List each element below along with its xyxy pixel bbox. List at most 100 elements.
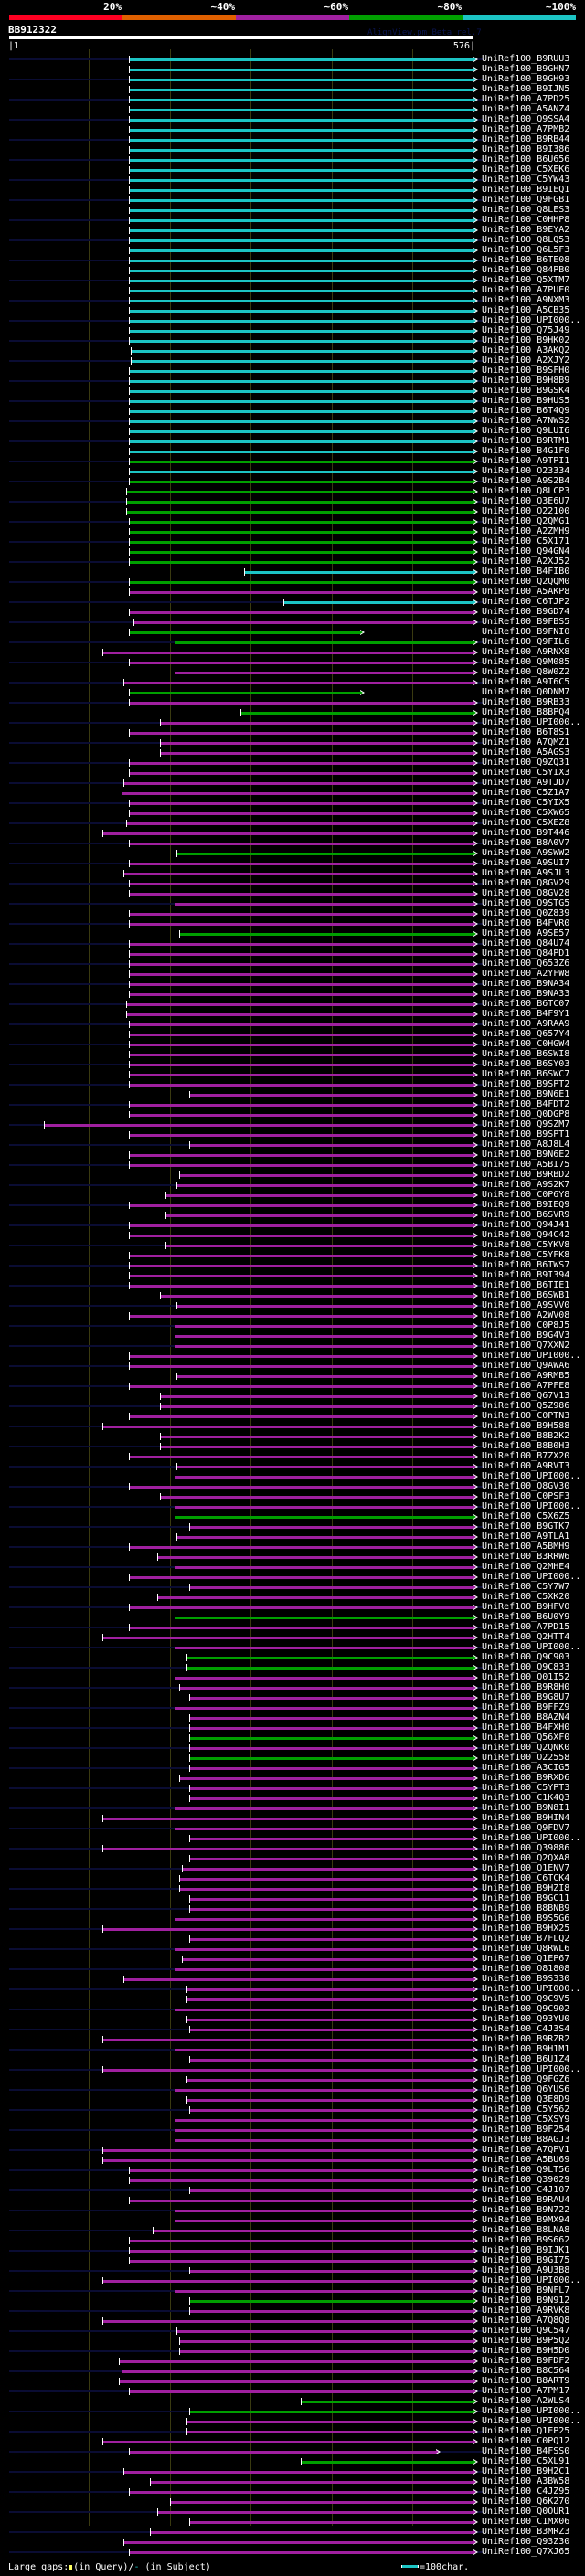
hit-row[interactable]: UniRef100_C1MX06	[0, 2517, 585, 2528]
hit-row[interactable]: UniRef100_B9R8H0	[0, 1682, 585, 1693]
alignment-bar[interactable]	[128, 1114, 473, 1117]
alignment-bar[interactable]	[101, 2280, 473, 2283]
hit-row[interactable]: UniRef100_B3MRZ3	[0, 2527, 585, 2538]
alignment-bar[interactable]	[176, 1375, 473, 1378]
hit-label[interactable]: UniRef100_C5XSY9	[482, 2115, 570, 2125]
hit-label[interactable]: UniRef100_A7QMZ1	[482, 737, 570, 747]
hit-row[interactable]: UniRef100_Q3E8D9	[0, 2094, 585, 2105]
alignment-bar[interactable]	[283, 601, 473, 604]
hit-label[interactable]: UniRef100_B6SVR9	[482, 1210, 570, 1220]
alignment-bar[interactable]	[169, 2501, 473, 2504]
alignment-bar[interactable]	[189, 1747, 473, 1750]
hit-row[interactable]: UniRef100_A9RNX8	[0, 647, 585, 658]
hit-row[interactable]: UniRef100_A9RAA9	[0, 1019, 585, 1030]
hit-label[interactable]: UniRef100_A9RMB5	[482, 1371, 570, 1381]
hit-row[interactable]: UniRef100_A7PD25	[0, 94, 585, 105]
hit-row[interactable]: UniRef100_A5ANZ4	[0, 104, 585, 115]
hit-row[interactable]: UniRef100_Q67V13	[0, 1391, 585, 1402]
hit-label[interactable]: UniRef100_A7PMB2	[482, 124, 570, 134]
hit-label[interactable]: UniRef100_C4J107	[482, 2185, 570, 2195]
alignment-bar[interactable]	[128, 1265, 473, 1267]
hit-row[interactable]: UniRef100_B8A0V7	[0, 838, 585, 849]
hit-label[interactable]: UniRef100_B9R8H0	[482, 1682, 570, 1692]
hit-label[interactable]: UniRef100_O23334	[482, 466, 570, 476]
hit-row[interactable]: UniRef100_B9I386	[0, 144, 585, 155]
hit-row[interactable]: UniRef100_A2WV08	[0, 1310, 585, 1321]
hit-label[interactable]: UniRef100_O22558	[482, 1753, 570, 1763]
hit-label[interactable]: UniRef100_C5XEK6	[482, 164, 570, 175]
hit-row[interactable]: UniRef100_Q9FDV7	[0, 1823, 585, 1834]
alignment-bar[interactable]	[128, 1224, 473, 1227]
hit-label[interactable]: UniRef100_A7PUE0	[482, 285, 570, 295]
hit-label[interactable]: UniRef100_UPI000..	[482, 1833, 581, 1843]
hit-row[interactable]: UniRef100_C5YKV8	[0, 1240, 585, 1251]
hit-row[interactable]: UniRef100_C0HGW4	[0, 1039, 585, 1050]
alignment-bar[interactable]	[189, 1858, 473, 1860]
hit-label[interactable]: UniRef100_Q94C42	[482, 1230, 570, 1240]
alignment-bar[interactable]	[128, 129, 473, 132]
hit-row[interactable]: UniRef100_C5XSY9	[0, 2115, 585, 2125]
alignment-bar[interactable]	[300, 2401, 473, 2403]
hit-row[interactable]: UniRef100_B4FSS0	[0, 2446, 585, 2457]
hit-row[interactable]: UniRef100_A9S2K7	[0, 1180, 585, 1191]
hit-label[interactable]: UniRef100_B9N6E1	[482, 1089, 570, 1099]
hit-label[interactable]: UniRef100_Q67V13	[482, 1391, 570, 1401]
hit-row[interactable]: UniRef100_B9MX94	[0, 2215, 585, 2226]
alignment-bar[interactable]	[175, 672, 473, 674]
hit-row[interactable]: UniRef100_B9HFV0	[0, 1602, 585, 1613]
alignment-bar[interactable]	[153, 2230, 473, 2232]
hit-label[interactable]: UniRef100_B6SWB1	[482, 1290, 570, 1300]
hit-label[interactable]: UniRef100_Q9FDV7	[482, 1823, 570, 1833]
hit-label[interactable]: UniRef100_B9GTK7	[482, 1521, 570, 1532]
alignment-bar[interactable]	[179, 1687, 473, 1690]
alignment-bar[interactable]	[101, 832, 473, 835]
alignment-bar[interactable]	[128, 481, 473, 483]
alignment-bar[interactable]	[128, 772, 473, 775]
hit-row[interactable]: UniRef100_A7PUE0	[0, 285, 585, 296]
hit-label[interactable]: UniRef100_Q94GN4	[482, 546, 570, 557]
hit-row[interactable]: UniRef100_B8AZN4	[0, 1712, 585, 1723]
hit-row[interactable]: UniRef100_A7PM17	[0, 2386, 585, 2397]
alignment-bar[interactable]	[189, 1938, 473, 1941]
hit-label[interactable]: UniRef100_Q9SZM7	[482, 1119, 570, 1129]
hit-row[interactable]: UniRef100_UPI000..	[0, 1572, 585, 1583]
alignment-bar[interactable]	[175, 2139, 473, 2142]
hit-row[interactable]: UniRef100_C0P8J5	[0, 1320, 585, 1331]
alignment-bar[interactable]	[128, 692, 361, 694]
hit-label[interactable]: UniRef100_B9RZR2	[482, 2034, 570, 2044]
alignment-bar[interactable]	[128, 139, 473, 142]
alignment-bar[interactable]	[128, 531, 473, 534]
hit-row[interactable]: UniRef100_A5CB35	[0, 305, 585, 316]
hit-row[interactable]: UniRef100_B9IJN5	[0, 84, 585, 95]
alignment-bar[interactable]	[128, 2179, 473, 2182]
hit-label[interactable]: UniRef100_B9P5Q2	[482, 2336, 570, 2346]
alignment-bar[interactable]	[128, 1627, 473, 1629]
hit-row[interactable]: UniRef100_Q1EP67	[0, 1954, 585, 1965]
hit-row[interactable]: UniRef100_C0P6Y8	[0, 1190, 585, 1201]
hit-row[interactable]: UniRef100_C5XW65	[0, 808, 585, 819]
hit-row[interactable]: UniRef100_Q8LES3	[0, 205, 585, 216]
hit-label[interactable]: UniRef100_Q8LQ53	[482, 235, 570, 245]
hit-label[interactable]: UniRef100_C5X171	[482, 536, 570, 546]
hit-row[interactable]: UniRef100_A5BMH9	[0, 1542, 585, 1553]
hit-label[interactable]: UniRef100_B4F9Y1	[482, 1009, 570, 1019]
alignment-bar[interactable]	[128, 330, 473, 333]
hit-label[interactable]: UniRef100_B6TC07	[482, 999, 570, 1009]
alignment-bar[interactable]	[186, 1657, 473, 1659]
hit-label[interactable]: UniRef100_B4FIB0	[482, 567, 570, 577]
hit-label[interactable]: UniRef100_B9RTM1	[482, 436, 570, 446]
hit-row[interactable]: UniRef100_B9SPT1	[0, 1129, 585, 1140]
alignment-bar[interactable]	[123, 2541, 473, 2544]
hit-row[interactable]: UniRef100_B9HX25	[0, 1924, 585, 1935]
hit-row[interactable]: UniRef100_B8BNB9	[0, 1903, 585, 1914]
hit-row[interactable]: UniRef100_B9FDF2	[0, 2356, 585, 2367]
alignment-bar[interactable]	[176, 1466, 473, 1468]
alignment-bar[interactable]	[128, 380, 473, 383]
hit-row[interactable]: UniRef100_A9TPI1	[0, 456, 585, 467]
hit-label[interactable]: UniRef100_B9S662	[482, 2235, 570, 2245]
hit-row[interactable]: UniRef100_B6SWI8	[0, 1049, 585, 1060]
alignment-bar[interactable]	[128, 1285, 473, 1288]
alignment-bar[interactable]	[128, 863, 473, 865]
hit-row[interactable]: UniRef100_B9P5Q2	[0, 2336, 585, 2347]
hit-row[interactable]: UniRef100_A9RVT3	[0, 1461, 585, 1472]
